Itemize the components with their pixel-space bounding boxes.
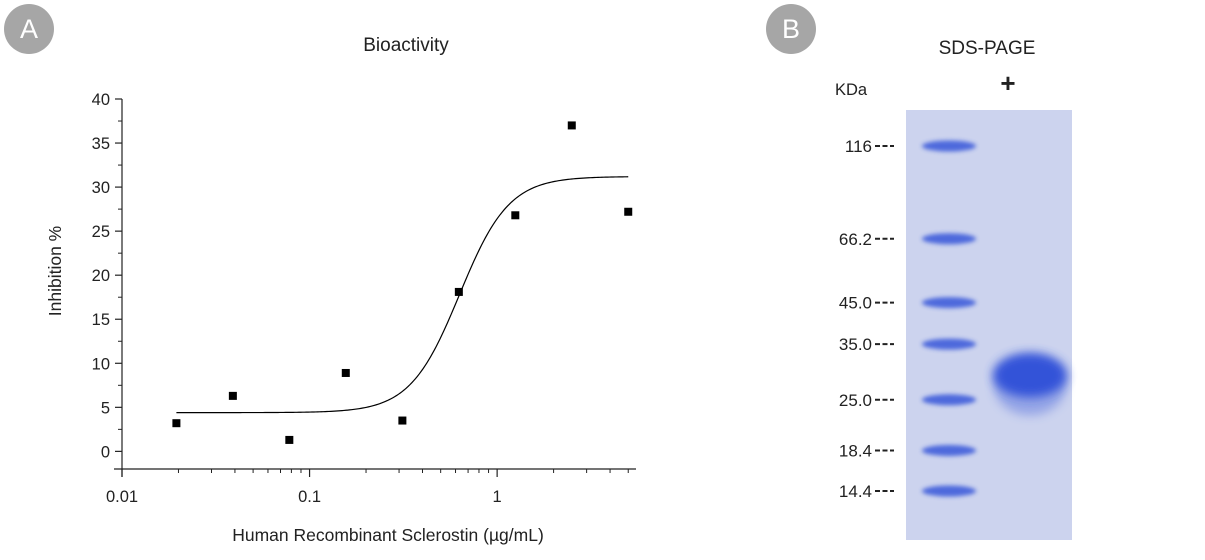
gel-background [906, 110, 1072, 540]
data-point [341, 368, 350, 377]
marker-band [922, 297, 976, 309]
x-tick-label: 0.1 [298, 488, 321, 506]
badge-b-circle [766, 4, 816, 54]
data-point [172, 419, 181, 428]
x-tick-label: 0.01 [106, 488, 138, 506]
x-axis-label: Human Recombinant Sclerostin (µg/mL) [232, 525, 544, 545]
gel-title: SDS-PAGE [939, 38, 1036, 59]
y-tick-label: 30 [92, 179, 110, 197]
marker-label: 25.0 [839, 391, 872, 410]
y-tick-label: 35 [92, 135, 110, 153]
y-axis-ticks: 0 5 10 15 20 25 30 35 40 [92, 91, 122, 461]
marker-band [922, 338, 976, 350]
y-tick-label: 10 [92, 355, 110, 373]
marker-band [922, 233, 976, 245]
badge-a-circle [4, 4, 54, 54]
y-tick-label: 20 [92, 267, 110, 285]
data-point [454, 287, 463, 296]
data-point [285, 435, 294, 444]
badge-b-letter: B [782, 14, 800, 44]
marker-label: 116 [845, 137, 872, 156]
data-point [511, 211, 520, 220]
marker-band [922, 444, 976, 456]
marker-label: 35.0 [839, 335, 872, 354]
x-tick-label: 1 [493, 488, 502, 506]
marker-band [922, 394, 976, 406]
marker-label: 14.4 [839, 482, 872, 501]
data-point [624, 207, 633, 216]
x-axis-ticks: 0.01 0.1 1 [106, 469, 629, 506]
sample-lane [993, 353, 1067, 416]
y-tick-label: 25 [92, 223, 110, 241]
marker-lane [922, 140, 976, 497]
marker-band [922, 485, 976, 497]
panel-a-badge: A [4, 4, 54, 54]
data-point [228, 391, 237, 400]
badge-a-letter: A [20, 14, 38, 44]
data-point [398, 416, 407, 425]
marker-label: 66.2 [839, 230, 872, 249]
lane-label: + [1000, 68, 1015, 98]
chart-title: Bioactivity [363, 35, 449, 56]
bioactivity-chart: Bioactivity 0 5 10 15 20 25 30 35 40 0.01 0.1 1 Hu… [45, 35, 636, 545]
sample-band [993, 353, 1067, 398]
chart-axes [114, 99, 636, 477]
y-axis-label: Inhibition % [45, 226, 65, 316]
data-point [567, 121, 576, 130]
panel-b-badge: B [766, 4, 816, 54]
gel-unit-label: KDa [835, 81, 868, 99]
y-tick-label: 15 [92, 311, 110, 329]
marker-label: 18.4 [839, 441, 872, 460]
sds-page-panel: SDS-PAGE KDa + 116 66.2 45.0 35.0 25.0 18.4 14… [835, 38, 1072, 540]
y-tick-label: 40 [92, 91, 110, 109]
data-points [172, 121, 633, 444]
fit-curve [176, 176, 629, 414]
marker-label: 45.0 [839, 294, 872, 313]
y-tick-label: 5 [101, 399, 110, 417]
y-tick-label: 0 [101, 443, 110, 461]
marker-labels: 116 66.2 45.0 35.0 25.0 18.4 14.4 [839, 137, 894, 501]
marker-band [922, 140, 976, 152]
